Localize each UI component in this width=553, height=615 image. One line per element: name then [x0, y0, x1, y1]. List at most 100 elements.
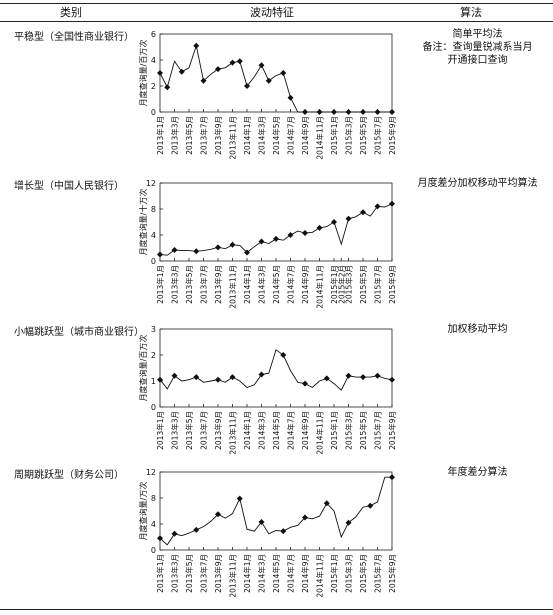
data-point-marker: [171, 530, 178, 537]
x-tick-label: 2015年7月: [373, 554, 383, 593]
series-line: [159, 476, 392, 546]
header-feature: 波动特征: [250, 6, 294, 19]
data-point-marker: [389, 474, 395, 481]
data-point-marker: [345, 215, 352, 222]
data-point-marker: [265, 77, 272, 84]
x-tick-label: 2013年5月: [184, 411, 194, 450]
data-point-marker: [331, 109, 337, 115]
x-tick-label: 2014年9月: [300, 554, 310, 593]
data-point-marker: [331, 219, 337, 225]
y-axis-label: 月度查询量/万次: [138, 482, 148, 541]
data-point-marker: [157, 535, 163, 542]
x-tick-label: 2013年5月: [184, 265, 194, 304]
y-tick-label: 2: [151, 351, 156, 360]
y-tick-label: 0: [151, 546, 156, 555]
x-tick-label: 2014年11月: [315, 411, 325, 455]
x-tick-label: 2014年9月: [300, 265, 310, 304]
algorithm-note-line: 开通接口查询: [447, 55, 508, 66]
y-tick-label: 3: [151, 325, 156, 334]
x-tick-label: 2013年3月: [170, 554, 180, 593]
data-point-marker: [389, 109, 395, 115]
x-tick-label: 2015年1月: [329, 116, 339, 155]
x-tick-label: 2014年7月: [286, 116, 296, 155]
x-tick-label: 2013年11月: [228, 116, 238, 160]
data-point-marker: [258, 371, 265, 378]
x-tick-label: 2015年7月: [373, 411, 383, 450]
data-point-marker: [157, 70, 163, 76]
x-tick-label: 2013年7月: [199, 411, 209, 450]
table-top-border: [0, 3, 553, 4]
x-tick-label: 2014年1月: [242, 265, 252, 304]
x-tick-label: 2015年5月: [358, 554, 368, 593]
data-point-marker: [287, 232, 294, 238]
row-category-3: 小幅跳跃型（城市商业银行）: [14, 327, 144, 338]
x-tick-label: 2013年7月: [199, 116, 209, 155]
row-algorithm-1: 简单平均法 备注：查询量锐减系当月 开通接口查询: [410, 28, 545, 67]
plot-frame: [159, 182, 393, 262]
data-point-marker: [171, 372, 178, 379]
data-point-marker: [316, 224, 323, 231]
algorithm-line: 简单平均法: [452, 29, 503, 40]
data-point-marker: [273, 235, 279, 242]
data-point-marker: [389, 200, 395, 207]
data-point-marker: [302, 514, 308, 521]
series-line: [159, 43, 392, 113]
data-point-marker: [171, 246, 178, 253]
plot-frame: [159, 471, 393, 551]
row-category-1: 平稳型（全国性商业银行）: [14, 32, 134, 43]
x-tick-label: 2013年5月: [184, 554, 194, 593]
x-tick-label: 2014年3月: [257, 554, 267, 593]
data-point-marker: [287, 94, 294, 101]
x-tick-label: 2014年5月: [271, 411, 281, 450]
data-point-marker: [244, 249, 250, 256]
data-point-marker: [236, 495, 243, 502]
x-tick-label: 2013年3月: [170, 116, 180, 155]
x-tick-label: 2013年1月: [155, 116, 165, 155]
x-tick-label: 2013年9月: [213, 265, 223, 304]
data-point-marker: [215, 66, 221, 73]
x-tick-label: 2014年3月: [257, 411, 267, 450]
data-point-marker: [374, 109, 381, 115]
data-point-marker: [229, 241, 236, 248]
algorithm-line: 加权移动平均: [447, 324, 508, 335]
x-tick-label: 2014年7月: [286, 265, 296, 304]
data-point-marker: [193, 526, 200, 533]
x-tick-label: 2015年9月: [387, 265, 397, 304]
row-algorithm-2: 月度差分加权移动平均算法: [410, 177, 545, 190]
data-point-marker: [200, 77, 207, 84]
x-tick-label: 2015年1月: [329, 411, 339, 450]
data-point-marker: [258, 62, 265, 69]
algorithm-line: 年度差分算法: [447, 467, 508, 478]
y-tick-label: 8: [151, 205, 156, 214]
series-line: [159, 349, 393, 391]
data-point-marker: [258, 238, 265, 245]
data-point-marker: [280, 528, 287, 535]
x-tick-label: 2013年5月: [184, 116, 194, 155]
x-tick-label: 2013年9月: [213, 554, 223, 593]
data-point-marker: [323, 375, 330, 382]
data-point-marker: [157, 376, 163, 383]
x-tick-label: 2013年1月: [155, 265, 165, 304]
data-point-marker: [345, 109, 352, 115]
row-algorithm-3: 加权移动平均: [410, 323, 545, 336]
header-algorithm: 算法: [460, 6, 482, 19]
x-tick-label: 2014年1月: [242, 116, 252, 155]
data-point-marker: [345, 372, 352, 379]
x-tick-label: 2015年5月: [358, 265, 368, 304]
x-tick-label: 2015年3月: [344, 116, 354, 155]
y-tick-label: 12: [146, 179, 156, 188]
data-point-marker: [345, 519, 352, 526]
y-tick-label: 4: [151, 520, 156, 529]
row-algorithm-4: 年度差分算法: [410, 466, 545, 479]
y-tick-label: 0: [151, 403, 156, 412]
data-point-marker: [157, 251, 163, 258]
data-point-marker: [164, 84, 171, 91]
x-tick-label: 2014年9月: [300, 411, 310, 450]
data-point-marker: [302, 109, 308, 115]
data-point-marker: [389, 376, 395, 383]
x-tick-label: 2014年7月: [286, 411, 296, 450]
data-point-marker: [215, 511, 221, 518]
y-tick-label: 4: [151, 231, 156, 240]
